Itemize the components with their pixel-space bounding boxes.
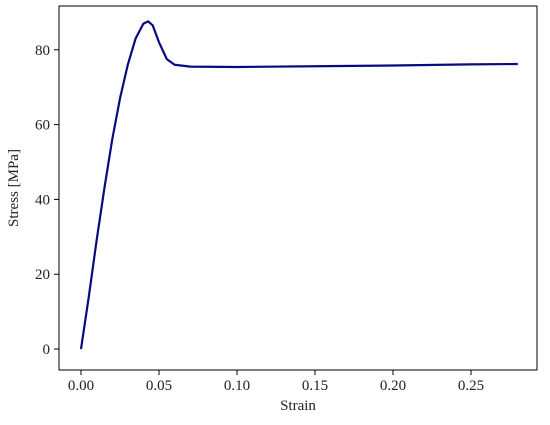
data-line [79, 20, 518, 350]
x-tick-label: 0.05 [146, 378, 172, 394]
y-tick-label: 40 [35, 192, 50, 208]
y-tick-label: 60 [35, 118, 50, 134]
x-tick-label: 0.25 [458, 378, 484, 394]
x-tick-label: 0.15 [302, 378, 328, 394]
x-tick-label: 0.20 [380, 378, 406, 394]
x-axis-label: Strain [280, 398, 316, 414]
y-tick-label: 0 [43, 342, 51, 358]
y-tick-label: 20 [35, 267, 50, 283]
x-tick-label: 0.10 [224, 378, 250, 394]
y-axis-label: Stress [MPa] [6, 149, 22, 227]
y-tick-label: 80 [35, 43, 50, 59]
plot-frame [58, 5, 538, 371]
x-tick-label: 0.00 [68, 378, 94, 394]
